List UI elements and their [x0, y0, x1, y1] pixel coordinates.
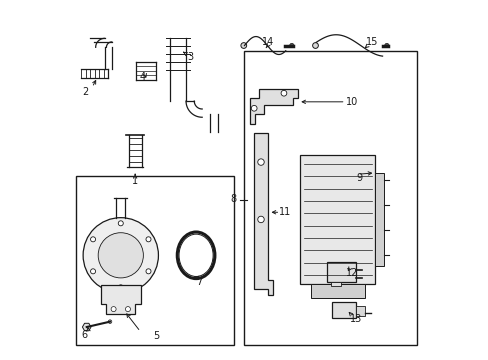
- Bar: [375, 173, 384, 266]
- Circle shape: [125, 307, 130, 312]
- Text: 14: 14: [261, 37, 273, 47]
- Bar: [355, 306, 364, 316]
- Bar: [76, 176, 233, 345]
- Circle shape: [90, 269, 95, 274]
- Bar: [244, 51, 416, 345]
- Bar: [332, 302, 355, 318]
- Circle shape: [257, 216, 264, 223]
- Polygon shape: [254, 134, 273, 295]
- Circle shape: [118, 285, 123, 290]
- Text: 8: 8: [230, 194, 236, 204]
- Text: 10: 10: [345, 97, 358, 107]
- Bar: [326, 262, 355, 282]
- Text: 4: 4: [139, 72, 145, 82]
- Text: 9: 9: [355, 173, 362, 183]
- Text: 7: 7: [196, 277, 203, 287]
- Circle shape: [251, 105, 257, 111]
- Circle shape: [98, 233, 143, 278]
- Text: 15: 15: [365, 37, 377, 46]
- Circle shape: [146, 269, 151, 274]
- Circle shape: [241, 42, 246, 48]
- Circle shape: [111, 307, 116, 312]
- Circle shape: [257, 159, 264, 165]
- Circle shape: [146, 237, 151, 242]
- Text: 6: 6: [81, 330, 88, 340]
- Text: 1: 1: [132, 176, 138, 186]
- Text: 11: 11: [279, 207, 291, 217]
- Text: 5: 5: [153, 331, 160, 341]
- Circle shape: [384, 43, 388, 48]
- Text: 2: 2: [81, 87, 88, 97]
- Circle shape: [83, 218, 158, 293]
- Text: 13: 13: [349, 314, 362, 324]
- Circle shape: [312, 42, 318, 48]
- Circle shape: [118, 221, 123, 226]
- Circle shape: [108, 320, 112, 323]
- Circle shape: [289, 43, 293, 48]
- Circle shape: [90, 237, 95, 242]
- Bar: [330, 282, 341, 286]
- Text: 3: 3: [187, 52, 193, 62]
- Bar: [310, 284, 364, 298]
- Text: 12: 12: [345, 268, 358, 278]
- Circle shape: [281, 90, 286, 96]
- Polygon shape: [249, 89, 298, 125]
- Polygon shape: [82, 323, 91, 331]
- Bar: [300, 155, 375, 284]
- Polygon shape: [101, 285, 140, 315]
